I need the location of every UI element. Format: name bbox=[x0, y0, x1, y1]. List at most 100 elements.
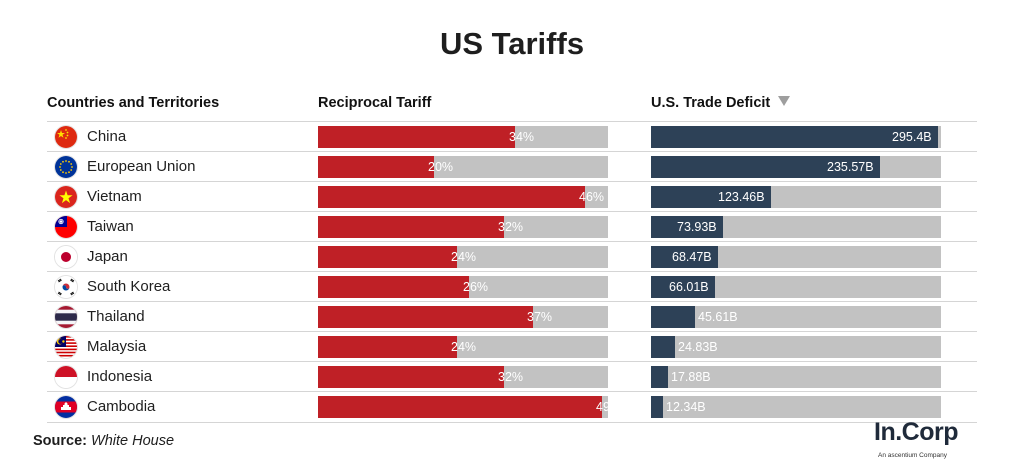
table-row: European Union 20% 235.57B bbox=[47, 151, 977, 182]
tariff-bar-track: 37% bbox=[318, 306, 608, 328]
china-flag-icon bbox=[55, 126, 77, 148]
deficit-bar[interactable] bbox=[651, 336, 675, 358]
tariff-value-label: 24% bbox=[451, 250, 477, 264]
tariff-bar[interactable] bbox=[318, 366, 504, 388]
table-row: Taiwan 32% 73.93B bbox=[47, 211, 977, 242]
south-korea-flag-icon bbox=[55, 276, 77, 298]
tariff-bar[interactable] bbox=[318, 186, 585, 208]
table-row: Japan 24% 68.47B bbox=[47, 241, 977, 272]
deficit-bar-track: 24.83B bbox=[651, 336, 941, 358]
eu-flag-icon bbox=[55, 156, 77, 178]
deficit-bar[interactable] bbox=[651, 246, 718, 268]
tariff-value-label: 32% bbox=[498, 220, 524, 234]
deficit-bar[interactable] bbox=[651, 216, 723, 238]
deficit-bar[interactable] bbox=[651, 126, 938, 148]
table-row: Cambodia 49% 12.34B bbox=[47, 391, 977, 423]
country-label: European Union bbox=[87, 158, 196, 175]
tariff-bar[interactable] bbox=[318, 156, 434, 178]
tariff-value-label: 32% bbox=[498, 370, 524, 384]
deficit-value-label: 24.83B bbox=[678, 340, 718, 354]
deficit-bar-track: 12.34B bbox=[651, 396, 941, 418]
sort-descending-icon[interactable] bbox=[778, 96, 791, 106]
tariff-value-label: 34% bbox=[509, 130, 535, 144]
deficit-bar-track: 45.61B bbox=[651, 306, 941, 328]
tariff-value-label: 26% bbox=[463, 280, 489, 294]
tariff-bar-track: 32% bbox=[318, 366, 608, 388]
table-row: Indonesia 32% 17.88B bbox=[47, 361, 977, 392]
tariff-bar[interactable] bbox=[318, 276, 469, 298]
incorp-logo: In.Corp An ascentium Company bbox=[874, 418, 994, 462]
country-label: Thailand bbox=[87, 308, 145, 325]
deficit-value-label: 45.61B bbox=[698, 310, 738, 324]
deficit-bar-track: 66.01B bbox=[651, 276, 941, 298]
deficit-value-label: 17.88B bbox=[671, 370, 711, 384]
deficit-bar[interactable] bbox=[651, 306, 695, 328]
tariff-bar-track: 26% bbox=[318, 276, 608, 298]
tariff-bar[interactable] bbox=[318, 396, 602, 418]
country-label: Vietnam bbox=[87, 188, 142, 205]
tariff-bar-track: 46% bbox=[318, 186, 608, 208]
tariff-bar-track: 24% bbox=[318, 246, 608, 268]
tariff-bar[interactable] bbox=[318, 216, 504, 238]
table-row: Vietnam 46% 123.46B bbox=[47, 181, 977, 212]
tariff-value-label: 46% bbox=[579, 190, 605, 204]
tariff-bar-track: 24% bbox=[318, 336, 608, 358]
countries-header: Countries and Territories bbox=[47, 95, 220, 111]
tariff-bar[interactable] bbox=[318, 246, 457, 268]
deficit-bar-track: 295.4B bbox=[651, 126, 941, 148]
source-value: White House bbox=[91, 433, 175, 449]
country-label: Malaysia bbox=[87, 338, 147, 355]
deficit-bar[interactable] bbox=[651, 156, 880, 178]
malaysia-flag-icon bbox=[55, 336, 77, 358]
deficit-bar[interactable] bbox=[651, 396, 663, 418]
country-label: Taiwan bbox=[87, 218, 134, 235]
cambodia-flag-icon bbox=[55, 396, 77, 418]
deficit-bar-track: 235.57B bbox=[651, 156, 941, 178]
deficit-value-label: 68.47B bbox=[672, 250, 712, 264]
tariff-bar[interactable] bbox=[318, 126, 515, 148]
tariff-bar[interactable] bbox=[318, 306, 533, 328]
source-note: Source: White House bbox=[33, 433, 174, 449]
vietnam-flag-icon bbox=[55, 186, 77, 208]
japan-flag-icon bbox=[55, 246, 77, 268]
table-row: South Korea 26% 66.01B bbox=[47, 271, 977, 302]
table-row: China 34% 295.4B bbox=[47, 121, 977, 152]
source-label: Source: bbox=[33, 433, 87, 449]
deficit-value-label: 73.93B bbox=[677, 220, 717, 234]
country-label: South Korea bbox=[87, 278, 171, 295]
deficit-bar-track: 17.88B bbox=[651, 366, 941, 388]
tariff-bar[interactable] bbox=[318, 336, 457, 358]
tariff-value-label: 49% bbox=[596, 400, 622, 414]
tariff-bar-track: 20% bbox=[318, 156, 608, 178]
tariff-value-label: 24% bbox=[451, 340, 477, 354]
deficit-header-label: U.S. Trade Deficit bbox=[651, 95, 771, 111]
chart-title: US Tariffs bbox=[439, 26, 585, 61]
table-row: Thailand 37% 45.61B bbox=[47, 301, 977, 332]
tariff-bar-track: 34% bbox=[318, 126, 608, 148]
deficit-bar[interactable] bbox=[651, 276, 715, 298]
indonesia-flag-icon bbox=[55, 366, 77, 388]
table-row: Malaysia 24% 24.83B bbox=[47, 331, 977, 362]
deficit-value-label: 235.57B bbox=[827, 160, 874, 174]
logo-wordmark: In.Corp bbox=[874, 418, 959, 446]
taiwan-flag-icon bbox=[55, 216, 77, 238]
deficit-value-label: 123.46B bbox=[718, 190, 765, 204]
thailand-flag-icon bbox=[55, 306, 77, 328]
country-label: Cambodia bbox=[87, 398, 156, 415]
country-label: Japan bbox=[87, 248, 128, 265]
deficit-bar[interactable] bbox=[651, 366, 668, 388]
deficit-header[interactable]: U.S. Trade Deficit bbox=[651, 95, 791, 111]
country-label: China bbox=[87, 128, 127, 145]
deficit-value-label: 66.01B bbox=[669, 280, 709, 294]
deficit-value-label: 295.4B bbox=[892, 130, 932, 144]
deficit-bar-track: 73.93B bbox=[651, 216, 941, 238]
tariff-bar-track: 49% bbox=[318, 396, 621, 418]
tariff-value-label: 37% bbox=[527, 310, 553, 324]
tariff-value-label: 20% bbox=[428, 160, 454, 174]
logo-tagline: An ascentium Company bbox=[878, 452, 948, 459]
deficit-bar-track: 123.46B bbox=[651, 186, 941, 208]
deficit-bar-track: 68.47B bbox=[651, 246, 941, 268]
country-label: Indonesia bbox=[87, 368, 153, 385]
deficit-bar[interactable] bbox=[651, 186, 771, 208]
deficit-value-label: 12.34B bbox=[666, 400, 706, 414]
